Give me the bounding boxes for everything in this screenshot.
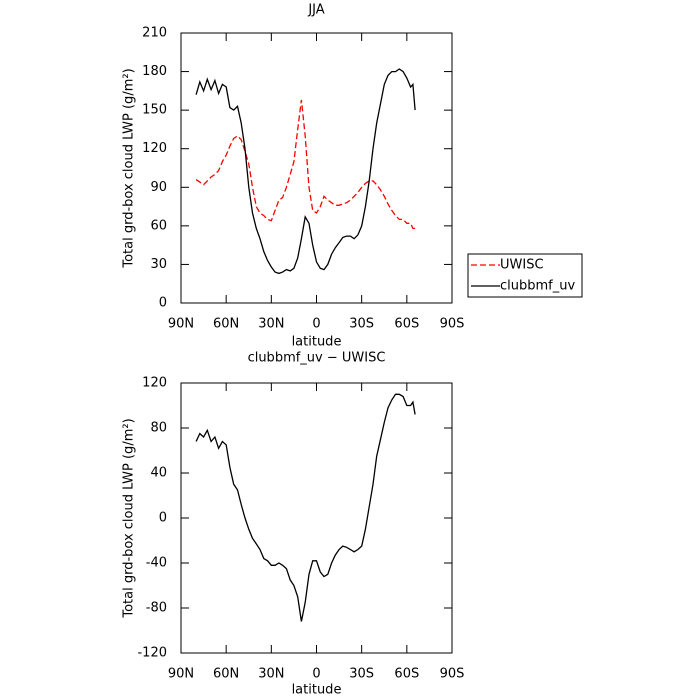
y-tick-label: 120 [142,376,167,391]
x-tick-label: 60N [213,317,239,332]
y-tick-label: 80 [150,421,167,436]
legend-label: UWISC [500,258,544,273]
chart-title: clubbmf_uv − UWISC [248,351,386,366]
x-tick-label: 0 [312,317,320,332]
x-tick-label: 60N [213,667,239,682]
x-axis-label: latitude [292,683,342,698]
x-tick-label: 90S [440,317,465,332]
y-tick-label: 180 [142,64,167,79]
y-axis-label: Total grd-box cloud LWP (g/m²) [122,418,137,618]
x-tick-label: 90N [168,667,194,682]
legend-box [467,253,583,298]
y-tick-label: 0 [159,296,167,311]
y-tick-label: -120 [137,646,167,661]
y-tick-label: 210 [142,26,167,41]
x-axis-label: latitude [292,335,342,350]
x-tick-label: 30S [349,667,374,682]
x-tick-label: 30N [258,317,284,332]
x-tick-label: 90N [168,317,194,332]
y-tick-label: 40 [150,466,167,481]
y-tick-label: 120 [142,141,167,156]
data-line [195,393,416,622]
y-tick-label: -40 [146,556,167,571]
legend-label: clubbmf_uv [500,279,575,294]
y-tick-label: 30 [150,257,167,272]
y-axis-label: Total grd-box cloud LWP (g/m²) [122,68,137,268]
y-tick-label: 90 [150,180,167,195]
data-line [195,68,416,275]
x-tick-label: 60S [394,317,419,332]
y-tick-label: 60 [150,218,167,233]
x-tick-label: 60S [394,667,419,682]
chart-title: JJA [307,3,324,18]
x-tick-label: 0 [312,667,320,682]
y-tick-label: -80 [146,601,167,616]
x-tick-label: 30N [258,667,284,682]
x-tick-label: 30S [349,317,374,332]
y-tick-label: 150 [142,103,167,118]
plot-frame [180,382,453,654]
y-tick-label: 0 [159,511,167,526]
x-tick-label: 90S [440,667,465,682]
data-line [195,99,416,230]
